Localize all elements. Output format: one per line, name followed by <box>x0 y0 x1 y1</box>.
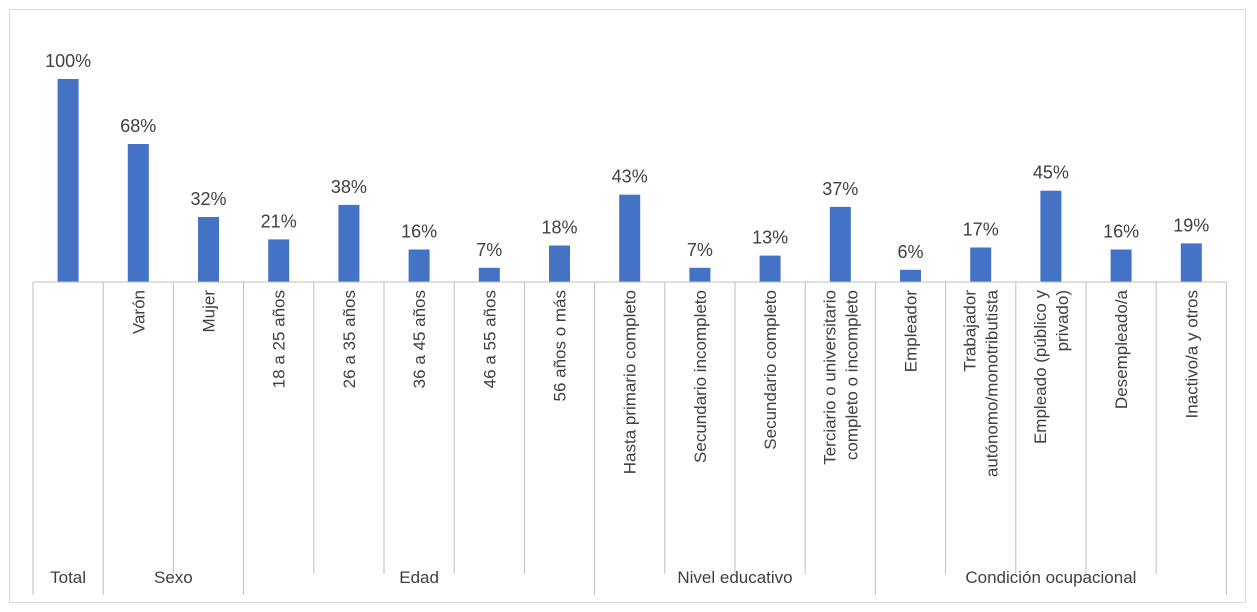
category-label: Secundario incompleto <box>691 290 710 463</box>
bar <box>1110 249 1132 282</box>
bar <box>829 206 851 282</box>
category-label: Secundario completo <box>761 290 780 450</box>
data-label: 6% <box>897 242 923 262</box>
data-label: 7% <box>687 240 713 260</box>
category-label: Terciario o universitario completo o inco… <box>820 290 861 465</box>
category-label: 56 años o más <box>551 290 570 402</box>
bar-chart: 100% 68% 32% 21% 38% 16% 7% 18% 43% 7% 13% 37% 6% 17%… <box>32 51 1227 595</box>
data-label: 21% <box>261 211 297 231</box>
group-label: Nivel educativo <box>677 568 792 587</box>
bar <box>1180 243 1202 282</box>
data-label: 19% <box>1173 215 1209 235</box>
data-label: 13% <box>752 228 788 248</box>
category-label: Hasta primario completo <box>621 290 640 474</box>
bar <box>198 217 219 282</box>
data-label: 68% <box>120 116 156 136</box>
category-label: Inactivo/a y otros <box>1182 290 1201 419</box>
bar <box>689 267 711 282</box>
data-label: 37% <box>822 179 858 199</box>
bar <box>900 269 921 282</box>
bar <box>57 79 79 282</box>
category-label: Mujer <box>200 290 219 333</box>
data-label: 100% <box>45 51 91 71</box>
data-label: 16% <box>1103 222 1139 242</box>
category-label: Desempleado/a <box>1112 289 1131 409</box>
data-label: 43% <box>612 167 648 187</box>
data-label: 18% <box>541 218 577 238</box>
category-label: 26 a 35 años <box>340 290 359 388</box>
data-label: 16% <box>401 222 437 242</box>
data-label: 7% <box>476 240 502 260</box>
chart-frame: 100% 68% 32% 21% 38% 16% 7% 18% 43% 7% 13% 37% 6% 17%… <box>9 9 1246 603</box>
data-label: 38% <box>331 177 367 197</box>
bar <box>268 239 290 282</box>
bar <box>1040 190 1062 282</box>
category-label: 36 a 45 años <box>410 290 429 388</box>
bar <box>970 247 992 282</box>
bar <box>759 255 781 282</box>
category-label: Varón <box>129 290 148 334</box>
bar <box>619 194 641 282</box>
data-label: 45% <box>1033 163 1069 183</box>
group-label: Edad <box>399 568 439 587</box>
bar <box>127 144 149 282</box>
category-label: Trabajador autónomo/monotributista <box>961 289 1002 477</box>
category-label: Empleado (público y privado) <box>1031 290 1072 445</box>
data-label: 32% <box>190 189 226 209</box>
group-label: Total <box>50 568 86 587</box>
bar <box>408 249 430 282</box>
category-label: 46 a 55 años <box>480 290 499 388</box>
category-label: Empleador <box>902 290 921 373</box>
group-label: Sexo <box>154 568 193 587</box>
bar <box>478 267 500 282</box>
data-label: 17% <box>963 220 999 240</box>
group-label: Condición ocupacional <box>965 568 1136 587</box>
category-label: 18 a 25 años <box>270 290 289 388</box>
bar <box>549 245 570 282</box>
bar <box>338 204 360 282</box>
